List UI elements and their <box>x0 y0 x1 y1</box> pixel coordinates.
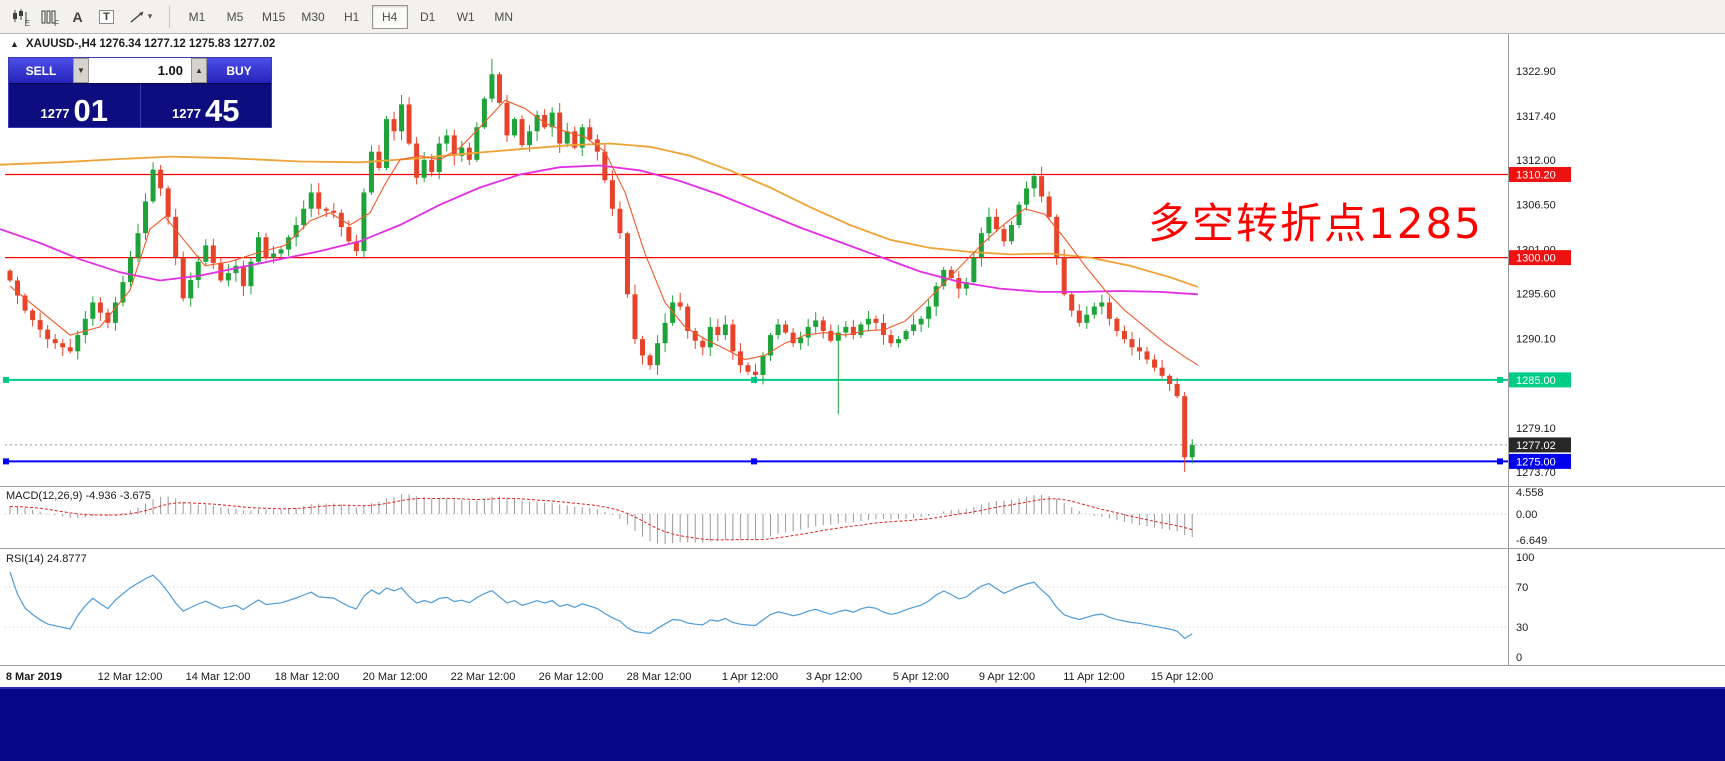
bottom-panel <box>0 687 1725 761</box>
timeframe-m5[interactable]: M5 <box>226 9 244 24</box>
candles-layer <box>7 58 1195 472</box>
price-axis[interactable]: 1322.901317.401312.001306.501301.001295.… <box>1509 66 1571 479</box>
line-tool-caret-icon[interactable]: ▾ <box>147 11 153 21</box>
svg-text:9 Apr 12:00: 9 Apr 12:00 <box>979 671 1035 683</box>
chart-style-icon[interactable]: E <box>6 4 33 30</box>
svg-text:28 Mar 12:00: 28 Mar 12:00 <box>627 671 692 683</box>
svg-text:1300.00: 1300.00 <box>1516 253 1556 265</box>
svg-text:14 Mar 12:00: 14 Mar 12:00 <box>186 671 251 683</box>
svg-text:18 Mar 12:00: 18 Mar 12:00 <box>275 671 340 683</box>
svg-text:1277.02: 1277.02 <box>1516 440 1556 452</box>
sell-price-main: 1277 <box>40 106 70 121</box>
svg-text:0.00: 0.00 <box>1516 509 1537 521</box>
sell-button[interactable]: SELL <box>9 58 73 83</box>
text-tool-icon[interactable]: T <box>93 4 120 30</box>
volume-input[interactable] <box>89 58 191 83</box>
svg-text:11 Apr 12:00: 11 Apr 12:00 <box>1063 671 1125 683</box>
timeframe-d1[interactable]: D1 <box>420 9 436 24</box>
ohlc-header: ▲ XAUUSD-,H4 1276.34 1277.12 1275.83 1277… <box>10 38 275 50</box>
svg-text:70: 70 <box>1516 582 1528 594</box>
svg-text:8 Mar 2019: 8 Mar 2019 <box>6 671 62 683</box>
macd-panel: MACD(12,26,9) -4.936 -3.675 4.558 0.00 -6.6… <box>5 487 1547 547</box>
buy-price-main: 1277 <box>172 106 201 121</box>
grid-sub: F <box>54 18 59 28</box>
symbol-info-text: XAUUSD-,H4 1276.34 1277.12 1275.83 1277.… <box>25 38 276 50</box>
timeframe-m15[interactable]: M15 <box>262 9 286 24</box>
svg-text:1312.00: 1312.00 <box>1516 155 1556 167</box>
price-badge <box>1509 453 1571 469</box>
svg-text:22 Mar 12:00: 22 Mar 12:00 <box>451 671 516 683</box>
svg-text:0: 0 <box>1516 652 1522 664</box>
timeframe-mn[interactable]: MN <box>494 9 514 24</box>
chart-annotation[interactable]: 多空转折点1285 <box>1148 199 1483 248</box>
buy-price-display[interactable]: 1277 45 <box>139 84 272 128</box>
time-axis[interactable]: 8 Mar 2019 12 Mar 12:00 14 Mar 12:00 18 Mar… <box>6 671 1213 683</box>
price-badge <box>1509 167 1571 183</box>
macd-signal-line <box>9 497 1193 541</box>
svg-text:1317.40: 1317.40 <box>1516 111 1556 123</box>
svg-text:12 Mar 12:00: 12 Mar 12:00 <box>98 671 163 683</box>
price-badge <box>1509 250 1571 266</box>
timeframe-m1[interactable]: M1 <box>188 9 206 24</box>
svg-text:26 Mar 12:00: 26 Mar 12:00 <box>539 671 604 683</box>
svg-text:-6.649: -6.649 <box>1516 535 1547 547</box>
toolbar: E F A T ▾ M1 M5 M15 M30 H1 H4 <box>0 0 1725 34</box>
candlestick-glyph <box>12 9 26 23</box>
timeframe-h4[interactable]: H4 <box>371 4 408 29</box>
chart-style-sub: E <box>24 18 30 28</box>
level-lines[interactable] <box>3 173 1508 465</box>
rsi-line <box>9 571 1193 640</box>
text-t-glyph: T <box>99 9 114 24</box>
sell-price-pips: 01 <box>73 92 108 128</box>
svg-text:5 Apr 12:00: 5 Apr 12:00 <box>893 671 949 683</box>
grid-icon[interactable]: F <box>35 4 62 30</box>
label-tool-icon[interactable]: A <box>64 4 91 30</box>
svg-text:30: 30 <box>1516 622 1528 634</box>
timeframe-h1[interactable]: H1 <box>344 9 360 24</box>
grid-glyph <box>41 10 56 23</box>
svg-text:1322.90: 1322.90 <box>1516 66 1556 78</box>
label-a-glyph: A <box>72 8 83 25</box>
sell-price-display[interactable]: 1277 01 <box>9 84 140 127</box>
price-badge <box>1509 372 1571 388</box>
volume-increase-icon[interactable]: ▲ <box>191 58 207 83</box>
ma-slow-line <box>0 142 1199 288</box>
svg-text:4.558: 4.558 <box>1516 487 1544 499</box>
ma-fast-line <box>9 99 1199 366</box>
price-badge <box>1509 437 1571 453</box>
rsi-label: RSI(14) 24.8777 <box>6 553 87 565</box>
svg-text:1 Apr 12:00: 1 Apr 12:00 <box>722 671 778 683</box>
svg-text:3 Apr 12:00: 3 Apr 12:00 <box>806 671 862 683</box>
timeframe-m30[interactable]: M30 <box>301 9 325 24</box>
svg-text:1273.70: 1273.70 <box>1516 467 1556 479</box>
buy-button[interactable]: BUY <box>207 58 271 83</box>
svg-text:1290.10: 1290.10 <box>1516 333 1556 345</box>
chart-window: 1322.901317.401312.001306.501301.001295.… <box>0 34 1725 687</box>
svg-text:1310.20: 1310.20 <box>1516 170 1556 182</box>
svg-text:1306.50: 1306.50 <box>1516 200 1556 212</box>
timeframe-w1[interactable]: W1 <box>456 9 475 24</box>
trendline-glyph <box>130 10 144 23</box>
price-chart[interactable]: 1322.901317.401312.001306.501301.001295.… <box>0 34 1725 687</box>
buy-price-pips: 45 <box>204 92 240 128</box>
one-click-trade-panel: SELL ▼ ▲ BUY 1277 01 1277 45 <box>8 57 272 128</box>
svg-text:1285.00: 1285.00 <box>1516 375 1556 387</box>
line-tool-icon[interactable]: ▾ <box>122 4 160 30</box>
rsi-panel: RSI(14) 24.8777 100 70 30 0 <box>5 552 1534 664</box>
svg-text:1295.60: 1295.60 <box>1516 288 1556 300</box>
svg-text:100: 100 <box>1516 552 1534 564</box>
collapse-panel-icon[interactable]: ▲ <box>10 39 19 49</box>
svg-text:1275.00: 1275.00 <box>1516 456 1556 468</box>
volume-decrease-icon[interactable]: ▼ <box>73 58 89 83</box>
ma-mid-line <box>0 164 1199 296</box>
macd-label: MACD(12,26,9) -4.936 -3.675 <box>6 490 151 502</box>
svg-text:20 Mar 12:00: 20 Mar 12:00 <box>363 671 428 683</box>
svg-text:1279.10: 1279.10 <box>1516 423 1556 435</box>
svg-text:15 Apr 12:00: 15 Apr 12:00 <box>1151 671 1213 683</box>
toolbar-separator <box>169 5 170 28</box>
